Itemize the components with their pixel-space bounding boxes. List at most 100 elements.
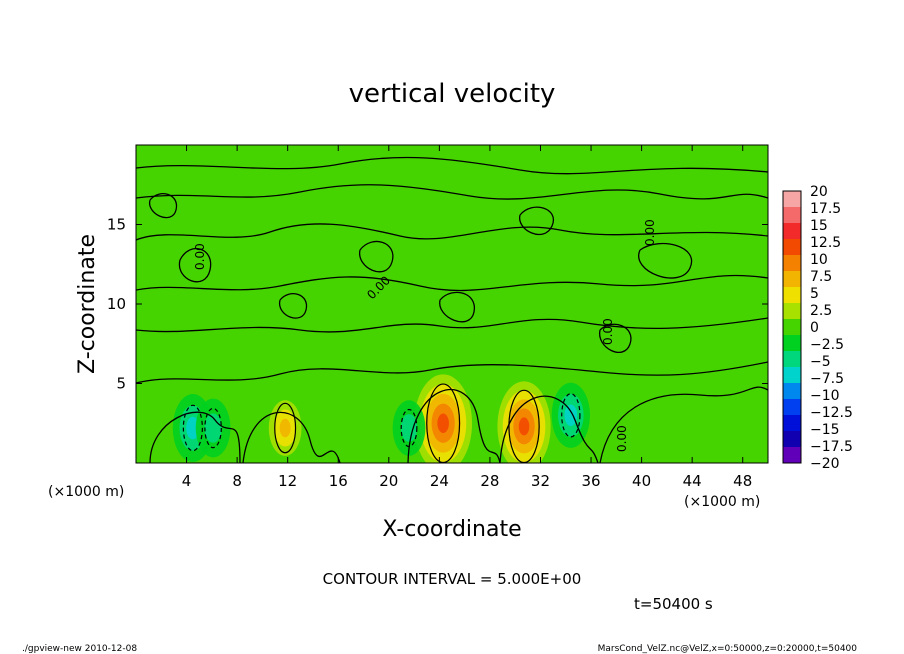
positive-contour <box>274 402 297 454</box>
colorbar-swatch <box>783 223 801 240</box>
contour-label: 0.00 <box>615 425 629 452</box>
x-tick-label: 40 <box>632 472 651 490</box>
x-tick-label: 20 <box>379 472 398 490</box>
zero-contour <box>149 193 178 219</box>
colorbar-label: −10 <box>810 388 840 404</box>
negative-contour <box>182 404 203 452</box>
colorbar-swatch <box>783 415 801 432</box>
velocity-cell <box>204 413 222 443</box>
zero-contour <box>519 206 555 236</box>
colorbar-swatch <box>783 399 801 416</box>
colorbar-label: 20 <box>810 184 828 200</box>
colorbar-swatch <box>783 367 801 384</box>
zero-contour <box>499 395 599 463</box>
y-tick-label: 10 <box>107 295 126 313</box>
x-unit-right: (×1000 m) <box>684 494 760 510</box>
colorbar-label: −20 <box>810 456 840 472</box>
x-tick-label: 12 <box>278 472 297 490</box>
zero-contour <box>407 389 501 463</box>
zero-contour <box>136 223 768 241</box>
zero-contour <box>279 293 308 319</box>
velocity-cell <box>518 417 530 436</box>
zero-contour <box>242 411 341 463</box>
positive-contour <box>426 383 461 463</box>
zero-contour <box>136 274 768 292</box>
colorbar-label: 15 <box>810 218 828 234</box>
velocity-cell <box>400 414 418 442</box>
colorbar-frame <box>782 190 802 464</box>
x-tick-label: 4 <box>182 472 192 490</box>
velocity-contours <box>182 383 581 463</box>
colorbar-swatch <box>783 271 801 288</box>
colorbar-label: −7.5 <box>810 371 844 387</box>
zero-contours <box>136 156 768 463</box>
x-tick-label: 48 <box>733 472 752 490</box>
colorbar-swatch <box>783 319 801 336</box>
colorbar-label: −5 <box>810 354 831 370</box>
x-tick-label: 8 <box>232 472 242 490</box>
zero-contour <box>439 291 475 323</box>
colorbar-swatch <box>783 335 801 352</box>
contour-label: 0.00 <box>193 243 207 270</box>
contour-label: 0.00 <box>643 219 657 246</box>
x-tick-label: 16 <box>329 472 348 490</box>
negative-contour <box>204 407 222 449</box>
colorbar-swatch <box>783 255 801 272</box>
x-axis-label: X-coordinate <box>382 517 521 542</box>
velocity-cell <box>437 413 449 434</box>
colorbar-labels: 2017.51512.5107.552.50−2.5−5−7.5−10−12.5… <box>810 184 853 472</box>
zero-contour <box>136 184 768 200</box>
y-tick-label: 5 <box>116 375 126 393</box>
plot-area: 0.00 0.00 0.00 0.00 0.00 <box>136 145 768 463</box>
colorbar-swatch <box>783 303 801 320</box>
colorbar-label: −12.5 <box>810 405 853 421</box>
colorbar-swatch <box>783 383 801 400</box>
colorbar-label: 17.5 <box>810 201 841 217</box>
footer-left: ./gpview-new 2010-12-08 <box>22 644 137 654</box>
colorbar-label: −2.5 <box>810 337 844 353</box>
colorbar-label: 5 <box>810 286 819 302</box>
colorbar-label: 12.5 <box>810 235 841 251</box>
colorbar-swatch <box>783 207 801 224</box>
colorbar-swatch <box>783 287 801 304</box>
zero-contour <box>136 317 768 333</box>
zero-contour <box>178 248 212 283</box>
y-axis-label: Z-coordinate <box>75 234 100 374</box>
y-axis: 5 10 15 <box>107 216 768 393</box>
zero-contour <box>136 156 768 175</box>
colorbar-label: −17.5 <box>810 439 853 455</box>
negative-contour <box>400 408 418 448</box>
x-tick-label: 28 <box>480 472 499 490</box>
x-axis: 4 8 12 16 20 24 28 32 36 40 44 48 <box>182 145 752 490</box>
contour-interval: CONTOUR INTERVAL = 5.000E+00 <box>323 570 582 588</box>
velocity-cell <box>564 404 578 427</box>
x-tick-label: 36 <box>581 472 600 490</box>
time-label: t=50400 s <box>634 595 713 613</box>
x-unit-left: (×1000 m) <box>48 484 124 500</box>
colorbar-swatch <box>783 447 801 464</box>
zero-contour <box>638 242 693 279</box>
zero-contour <box>136 361 768 384</box>
footer-right: MarsCond_VelZ.nc@VelZ,x=0:50000,z=0:2000… <box>598 644 858 654</box>
x-tick-label: 32 <box>531 472 550 490</box>
colorbar <box>782 190 802 464</box>
contour-label: 0.00 <box>601 318 615 345</box>
zero-contour <box>359 240 394 273</box>
velocity-cell <box>279 418 291 438</box>
colorbar-label: −15 <box>810 422 840 438</box>
x-tick-label: 24 <box>430 472 449 490</box>
chart-title: vertical velocity <box>349 79 556 109</box>
velocity-shading <box>172 364 591 463</box>
colorbar-swatch <box>783 351 801 368</box>
colorbar-label: 7.5 <box>810 269 832 285</box>
colorbar-label: 0 <box>810 320 819 336</box>
colorbar-label: 2.5 <box>810 303 832 319</box>
colorbar-swatch <box>783 431 801 448</box>
colorbar-label: 10 <box>810 252 828 268</box>
zero-contour <box>599 386 768 463</box>
negative-contour <box>561 393 581 438</box>
zero-contour <box>599 323 632 354</box>
colorbar-swatch <box>783 239 801 256</box>
x-tick-label: 44 <box>683 472 702 490</box>
